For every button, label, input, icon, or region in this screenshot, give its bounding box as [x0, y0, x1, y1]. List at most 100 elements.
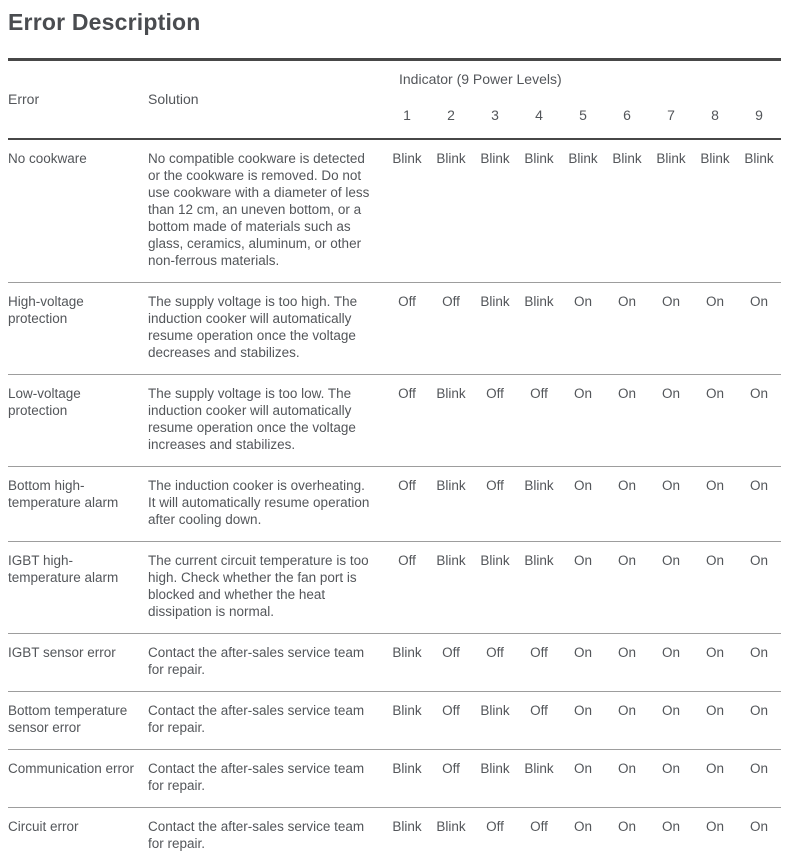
error-cell: High-voltage protection	[8, 282, 148, 375]
level-header-7: 7	[667, 107, 675, 123]
indicator-cell-level-1: Blink	[385, 807, 429, 851]
indicator-cell-level-3: Blink	[473, 541, 517, 634]
solution-cell: The induction cooker is overheating. It …	[148, 466, 385, 542]
column-header-solution: Solution	[148, 58, 385, 139]
column-header-error: Error	[8, 58, 148, 139]
table-row: Low-voltage protection The supply voltage…	[8, 374, 782, 467]
indicator-cell-level-8: On	[693, 691, 737, 750]
indicator-cell-level-1: Blink	[385, 691, 429, 750]
indicator-cell-level-7: On	[649, 374, 693, 467]
indicator-cell-level-9: Blink	[737, 138, 782, 283]
level-header-6: 6	[623, 107, 631, 123]
indicator-cell-level-2: Off	[429, 633, 473, 692]
indicator-cell-level-1: Off	[385, 282, 429, 375]
indicator-cell-level-8: On	[693, 807, 737, 851]
error-table-body: No cookware No compatible cookware is det…	[8, 138, 782, 851]
indicator-cell-level-2: Off	[429, 691, 473, 750]
error-cell: Bottom temperature sensor error	[8, 691, 148, 750]
solution-cell: The supply voltage is too low. The induc…	[148, 374, 385, 467]
solution-cell: Contact the after-sales service team for…	[148, 633, 385, 692]
level-header-2: 2	[447, 107, 455, 123]
indicator-cell-level-4: Blink	[517, 749, 561, 808]
solution-cell: No compatible cookware is detected or th…	[148, 138, 385, 283]
indicator-cell-level-3: Off	[473, 374, 517, 467]
indicator-cell-level-4: Blink	[517, 138, 561, 283]
indicator-cell-level-5: On	[561, 807, 605, 851]
error-cell: Communication error	[8, 749, 148, 808]
indicator-cell-level-8: On	[693, 466, 737, 542]
indicator-cell-level-2: Off	[429, 749, 473, 808]
indicator-cell-level-5: On	[561, 282, 605, 375]
indicator-cell-level-8: Blink	[693, 138, 737, 283]
indicator-cell-level-2: Blink	[429, 374, 473, 467]
indicator-cell-level-9: On	[737, 749, 782, 808]
level-header-3: 3	[491, 107, 499, 123]
indicator-cell-level-4: Off	[517, 633, 561, 692]
indicator-cell-level-9: On	[737, 691, 782, 750]
indicator-cell-level-3: Off	[473, 466, 517, 542]
indicator-cell-level-6: On	[605, 749, 649, 808]
indicator-cell-level-1: Blink	[385, 138, 429, 283]
solution-cell: Contact the after-sales service team for…	[148, 807, 385, 851]
level-header-9: 9	[755, 107, 763, 123]
level-header-5: 5	[579, 107, 587, 123]
table-row: Bottom temperature sensor error Contact t…	[8, 691, 782, 750]
table-header: Error Solution Indicator (9 Power Levels…	[8, 58, 782, 139]
indicator-cell-level-6: On	[605, 691, 649, 750]
indicator-cell-level-6: On	[605, 282, 649, 375]
table-row: Communication error Contact the after-sal…	[8, 749, 782, 808]
indicator-cell-level-8: On	[693, 749, 737, 808]
indicator-cell-level-4: Off	[517, 807, 561, 851]
table-row: IGBT high-temperature alarm The current c…	[8, 541, 782, 634]
solution-cell: The current circuit temperature is too h…	[148, 541, 385, 634]
error-cell: IGBT sensor error	[8, 633, 148, 692]
header-row-top: Error Solution Indicator (9 Power Levels…	[8, 58, 782, 139]
indicator-cell-level-1: Blink	[385, 749, 429, 808]
indicator-cell-level-3: Blink	[473, 749, 517, 808]
indicator-cell-level-7: On	[649, 282, 693, 375]
table-row: No cookware No compatible cookware is det…	[8, 138, 782, 283]
indicator-cell-level-7: On	[649, 691, 693, 750]
indicator-cell-level-9: On	[737, 807, 782, 851]
indicator-cell-level-6: Blink	[605, 138, 649, 283]
indicator-cell-level-4: Blink	[517, 541, 561, 634]
level-header-4: 4	[535, 107, 543, 123]
indicator-cell-level-5: On	[561, 541, 605, 634]
indicator-cell-level-9: On	[737, 282, 782, 375]
column-header-indicator-group: Indicator (9 Power Levels)	[385, 58, 782, 97]
indicator-cell-level-5: On	[561, 749, 605, 808]
indicator-cell-level-5: On	[561, 466, 605, 542]
table-row: High-voltage protection The supply voltag…	[8, 282, 782, 375]
indicator-cell-level-2: Blink	[429, 541, 473, 634]
error-cell: Low-voltage protection	[8, 374, 148, 467]
indicator-cell-level-2: Off	[429, 282, 473, 375]
indicator-cell-level-7: On	[649, 807, 693, 851]
indicator-cell-level-3: Off	[473, 633, 517, 692]
indicator-cell-level-7: On	[649, 749, 693, 808]
indicator-cell-level-4: Off	[517, 374, 561, 467]
indicator-cell-level-2: Blink	[429, 466, 473, 542]
indicator-cell-level-7: On	[649, 633, 693, 692]
indicator-cell-level-7: On	[649, 541, 693, 634]
indicator-cell-level-6: On	[605, 374, 649, 467]
indicator-cell-level-3: Blink	[473, 691, 517, 750]
solution-cell: Contact the after-sales service team for…	[148, 749, 385, 808]
indicator-cell-level-8: On	[693, 374, 737, 467]
indicator-cell-level-5: On	[561, 374, 605, 467]
indicator-cell-level-9: On	[737, 633, 782, 692]
error-cell: Circuit error	[8, 807, 148, 851]
table-row: Bottom high-temperature alarm The inducti…	[8, 466, 782, 542]
indicator-cell-level-5: Blink	[561, 138, 605, 283]
error-description-table: Error Solution Indicator (9 Power Levels…	[8, 58, 782, 851]
indicator-cell-level-3: Off	[473, 807, 517, 851]
error-cell: No cookware	[8, 138, 148, 283]
solution-cell: Contact the after-sales service team for…	[148, 691, 385, 750]
indicator-cell-level-8: On	[693, 633, 737, 692]
indicator-cell-level-9: On	[737, 374, 782, 467]
indicator-cell-level-3: Blink	[473, 282, 517, 375]
indicator-cell-level-1: Blink	[385, 633, 429, 692]
indicator-cell-level-4: Off	[517, 691, 561, 750]
table-row: Circuit error Contact the after-sales ser…	[8, 807, 782, 851]
indicator-cell-level-6: On	[605, 633, 649, 692]
